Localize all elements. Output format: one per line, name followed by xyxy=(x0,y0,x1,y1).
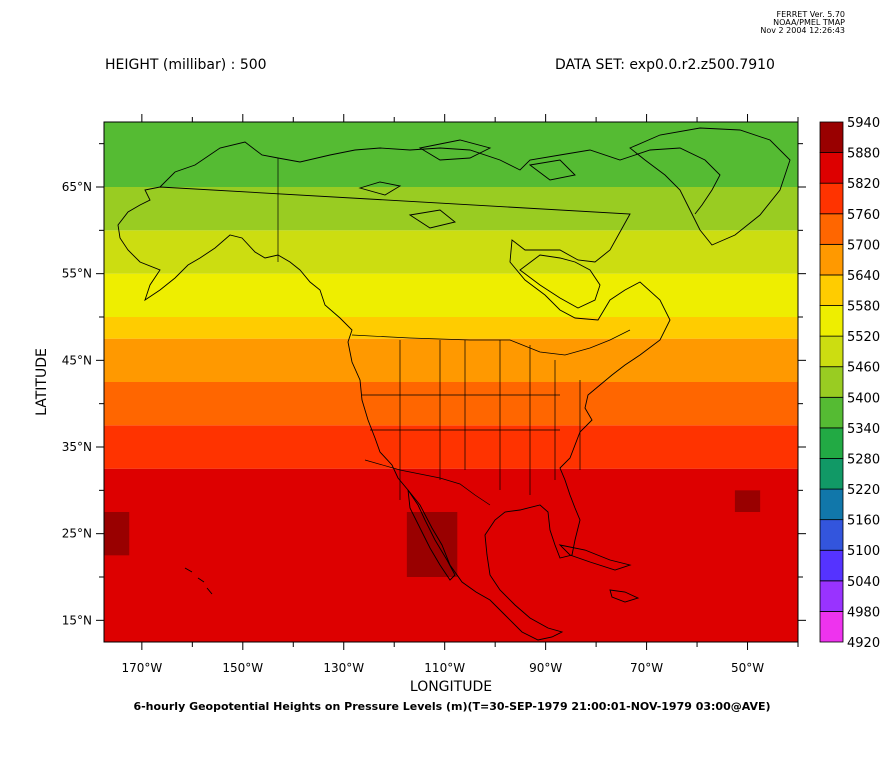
coastline-overlay xyxy=(117,127,791,641)
heatmap-band xyxy=(104,273,798,317)
colorbar-label: 5880 xyxy=(847,147,880,162)
colorbar-label: 5340 xyxy=(847,422,880,437)
colorbar-swatch xyxy=(819,611,844,643)
coastline-cuba xyxy=(558,544,632,571)
x-tick-label: 110°W xyxy=(424,661,465,675)
heatmap-high-patch xyxy=(734,490,761,512)
coastline-hispaniola xyxy=(609,589,640,603)
x-tick-label: 170°W xyxy=(121,661,162,675)
coastline-greenland xyxy=(629,127,791,246)
colorbar-swatch xyxy=(819,519,844,551)
heatmap-band xyxy=(104,122,798,187)
colorbar-swatch xyxy=(819,549,844,582)
colorbar-label: 5580 xyxy=(847,300,880,315)
x-axis-label: LONGITUDE xyxy=(410,679,492,695)
border-canada-us xyxy=(351,329,631,356)
axis-ticks xyxy=(96,114,806,650)
border-us-mexico xyxy=(364,459,491,506)
colorbar-swatch xyxy=(819,458,844,490)
ferret-timestamp: Nov 2 2004 12:26:43 xyxy=(760,26,845,35)
political-borders-overlay xyxy=(277,158,631,506)
colorbar-swatch xyxy=(819,121,844,153)
colorbar-label: 5460 xyxy=(847,361,880,376)
colorbar-swatch xyxy=(819,243,844,276)
colorbar-label: 5100 xyxy=(847,544,880,559)
colorbar-swatch xyxy=(819,274,844,306)
dataset-header: DATA SET: exp0.0.r2.z500.7910 xyxy=(555,57,775,73)
coastline-north-america xyxy=(117,141,721,641)
colorbar-label: 5520 xyxy=(847,330,880,345)
coastline-baja xyxy=(407,489,456,581)
colorbar-swatch xyxy=(819,335,844,368)
y-tick-label: 65°N xyxy=(62,180,92,194)
colorbar-swatch xyxy=(819,427,844,459)
colorbar-label: 5220 xyxy=(847,483,880,498)
heatmap-band xyxy=(104,187,798,231)
plot-frame xyxy=(103,121,799,643)
heatmap-high-patch xyxy=(406,512,458,577)
y-tick-label: 15°N xyxy=(62,613,92,627)
y-axis-label: LATITUDE xyxy=(34,348,50,416)
heatmap-band xyxy=(104,382,798,426)
x-tick-label: 70°W xyxy=(630,661,663,675)
y-tick-label: 55°N xyxy=(62,267,92,281)
colorbar-label: 5760 xyxy=(847,208,880,223)
colorbar-swatch xyxy=(819,366,844,398)
colorbar-label: 5940 xyxy=(847,116,880,131)
heatmap-band xyxy=(104,317,798,339)
y-tick-label: 25°N xyxy=(62,527,92,541)
colorbar-swatch xyxy=(819,396,844,429)
colorbar-label: 4980 xyxy=(847,605,880,620)
us-state-lines xyxy=(362,340,581,500)
colorbar-label: 5040 xyxy=(847,575,880,590)
ferret-version-info: FERRET Ver. 5.70 NOAA/PMEL TMAP Nov 2 20… xyxy=(720,11,845,35)
y-tick-label: 35°N xyxy=(62,440,92,454)
colorbar-swatch xyxy=(819,182,844,215)
colorbar-label: 5400 xyxy=(847,391,880,406)
coastline-arctic-islands xyxy=(358,139,576,229)
x-tick-labels: 170°W 150°W 130°W 110°W 90°W 70°W 50°W xyxy=(121,661,764,675)
heatmap-cells xyxy=(104,122,798,642)
coastline-hudson-bay xyxy=(519,254,601,309)
colorbar-label: 5160 xyxy=(847,514,880,529)
colorbar: 4920 4980 5040 5100 5160 5220 5280 5340 5400 5460… xyxy=(819,116,880,651)
colorbar-label: 5280 xyxy=(847,452,880,467)
ferret-version: FERRET Ver. 5.70 xyxy=(776,10,845,19)
variable-header: HEIGHT (millibar) : 500 xyxy=(105,57,267,73)
colorbar-label: 4920 xyxy=(847,636,880,651)
colorbar-swatch xyxy=(819,488,844,521)
chart-title: 6-hourly Geopotential Heights on Pressur… xyxy=(133,700,770,713)
colorbar-label: 5700 xyxy=(847,238,880,253)
colorbar-label: 5640 xyxy=(847,269,880,284)
heatmap-band xyxy=(104,230,798,274)
y-tick-labels: 15°N 25°N 35°N 45°N 55°N 65°N xyxy=(62,180,92,627)
colorbar-swatch xyxy=(819,213,844,245)
heatmap-band xyxy=(104,425,798,469)
colorbar-label: 5820 xyxy=(847,177,880,192)
heatmap-band xyxy=(104,338,798,382)
x-tick-label: 50°W xyxy=(731,661,764,675)
y-tick-label: 45°N xyxy=(62,353,92,367)
coastline-hawaii xyxy=(184,567,213,595)
heatmap-high-patch xyxy=(104,512,130,556)
colorbar-swatch xyxy=(819,305,844,337)
colorbar-swatch xyxy=(819,580,844,612)
x-tick-label: 150°W xyxy=(222,661,263,675)
colorbar-swatch xyxy=(819,152,844,184)
ferret-organization: NOAA/PMEL TMAP xyxy=(773,18,845,27)
x-tick-label: 90°W xyxy=(529,661,562,675)
x-tick-label: 130°W xyxy=(323,661,364,675)
